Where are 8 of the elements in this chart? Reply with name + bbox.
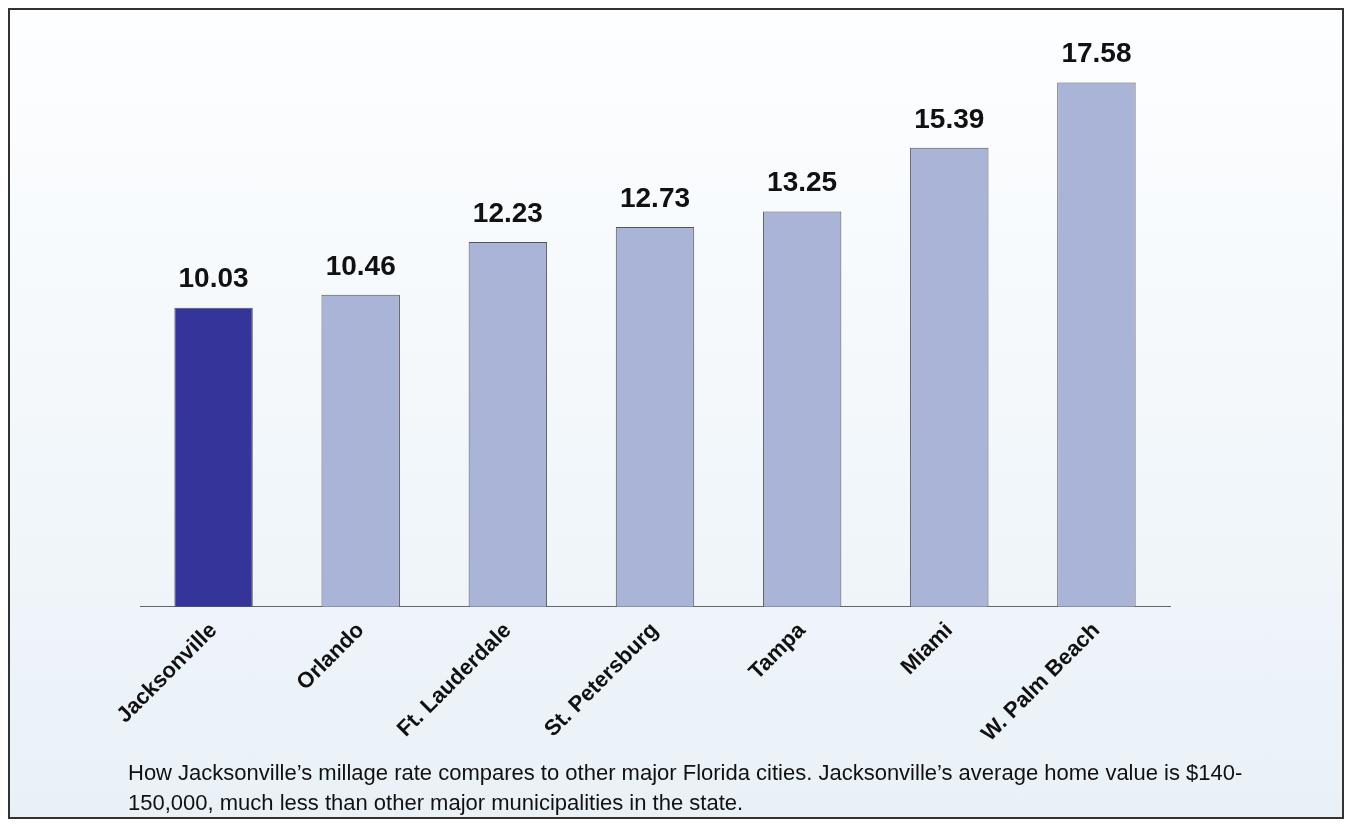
data-label: 12.23 (472, 196, 543, 228)
data-label: 12.73 (619, 181, 691, 213)
data-label: 10.46 (325, 249, 396, 281)
data-label: 13.25 (767, 166, 838, 198)
text: How Jacksonville’s millage rate compares to other major Florida cities. Jacksonville’s average home value is $140-150,000, much less than other major municipalities in the state. (128, 759, 1244, 817)
data-label: 17.58 (1061, 37, 1132, 69)
data-label: 10.03 (178, 262, 249, 294)
data-label: 15.39 (914, 102, 985, 134)
